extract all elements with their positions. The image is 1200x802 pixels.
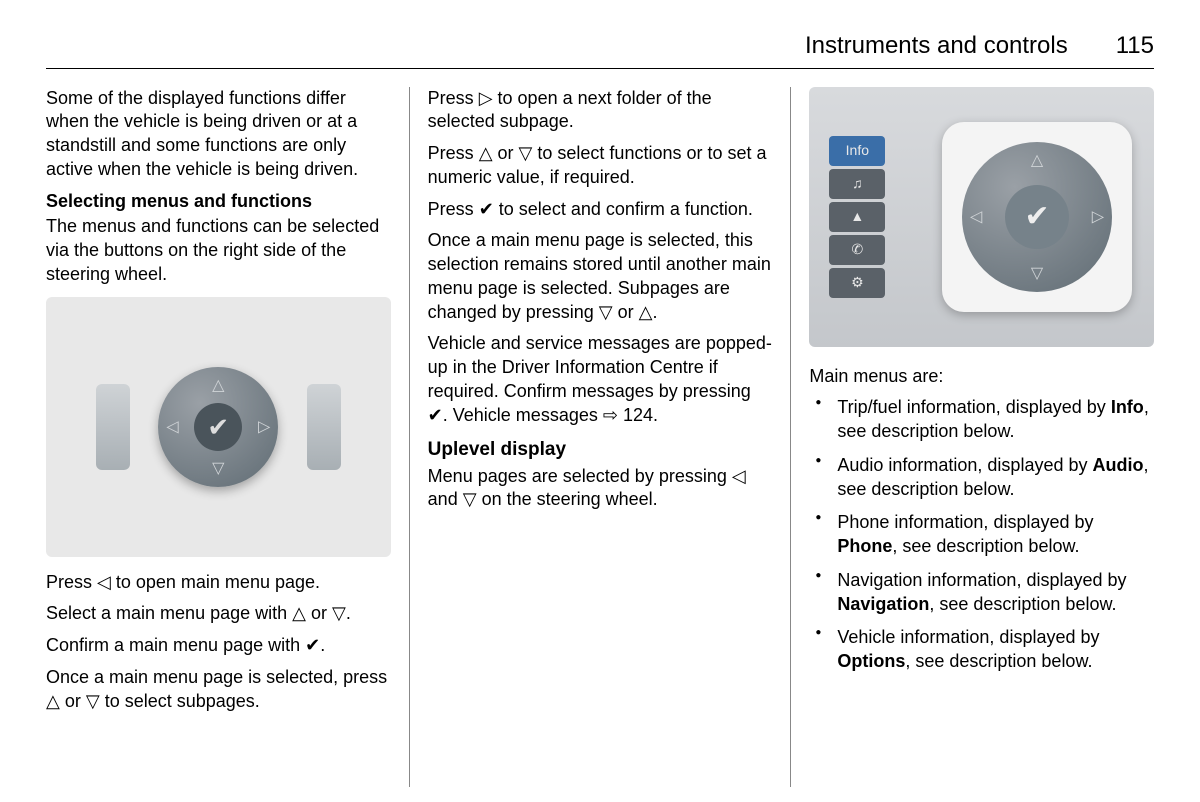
paragraph: The menus and functions can be selected … — [46, 215, 391, 286]
down-arrow-icon: ▽ — [463, 489, 477, 509]
down-arrow-icon: ▽ — [519, 143, 533, 163]
list-item: Audio information, displayed by Audio, s… — [809, 454, 1154, 502]
list-item: Phone information, displayed by Phone, s… — [809, 511, 1154, 559]
list-item: Trip/fuel information, displayed by Info… — [809, 396, 1154, 444]
paragraph: Vehicle and service messages are popped-… — [428, 332, 773, 427]
up-arrow-icon: △ — [639, 302, 653, 322]
side-button-left — [96, 384, 130, 470]
up-arrow-icon: △ — [46, 691, 60, 711]
paragraph: Press ▷ to open a next folder of the sel… — [428, 87, 773, 135]
up-arrow-icon: △ — [479, 143, 493, 163]
column-1: Some of the displayed functions differ w… — [46, 87, 409, 787]
paragraph: Confirm a main menu page with ✔. — [46, 634, 391, 658]
menu-stack: Info ♫ ▲ ✆ ⚙ — [829, 136, 885, 298]
up-arrow-icon: △ — [292, 603, 306, 623]
down-arrow-icon: ▽ — [332, 603, 346, 623]
check-button-icon: ✔ — [1005, 185, 1069, 249]
menu-info: Info — [829, 136, 885, 166]
down-arrow-icon: ▽ — [212, 458, 224, 479]
paragraph: Menu pages are selected by pressing ◁ an… — [428, 465, 773, 513]
content-columns: Some of the displayed functions differ w… — [46, 87, 1154, 787]
paragraph: Press ✔ to select and confirm a function… — [428, 198, 773, 222]
page-number: 115 — [1116, 30, 1154, 62]
up-arrow-icon: △ — [1031, 150, 1043, 171]
up-arrow-icon: △ — [212, 375, 224, 396]
section-title: Instruments and controls — [805, 30, 1068, 62]
paragraph: Main menus are: — [809, 365, 1154, 389]
directional-pad: △ ▽ ◁ ▷ ✔ — [158, 367, 278, 487]
uplevel-display-illustration: Info ♫ ▲ ✆ ⚙ △ ▽ ◁ ▷ ✔ — [809, 87, 1154, 347]
reference-icon: ⇨ — [603, 405, 618, 425]
paragraph: Press △ or ▽ to select functions or to s… — [428, 142, 773, 190]
list-item: Navigation information, displayed by Nav… — [809, 569, 1154, 617]
paragraph: Some of the displayed functions differ w… — [46, 87, 391, 182]
dial-ring: △ ▽ ◁ ▷ ✔ — [962, 142, 1112, 292]
list-item: Vehicle information, displayed by Option… — [809, 626, 1154, 674]
menu-music-icon: ♫ — [829, 169, 885, 199]
paragraph: Once a main menu page is selected, this … — [428, 229, 773, 324]
paragraph: Select a main menu page with △ or ▽. — [46, 602, 391, 626]
check-icon: ✔ — [428, 405, 443, 425]
left-arrow-icon: ◁ — [732, 466, 746, 486]
column-2: Press ▷ to open a next folder of the sel… — [409, 87, 791, 787]
left-arrow-icon: ◁ — [97, 572, 111, 592]
check-icon: ✔ — [305, 635, 320, 655]
menu-phone-icon: ✆ — [829, 235, 885, 265]
paragraph: Press ◁ to open main menu page. — [46, 571, 391, 595]
right-arrow-icon: ▷ — [1092, 206, 1104, 227]
down-arrow-icon: ▽ — [86, 691, 100, 711]
check-button-icon: ✔ — [194, 403, 242, 451]
side-button-right — [307, 384, 341, 470]
paragraph: Once a main menu page is selected, press… — [46, 666, 391, 714]
left-arrow-icon: ◁ — [970, 206, 982, 227]
right-arrow-icon: ▷ — [479, 88, 493, 108]
control-dial: △ ▽ ◁ ▷ ✔ — [942, 122, 1132, 312]
subheading: Uplevel display — [428, 437, 773, 462]
column-3: Info ♫ ▲ ✆ ⚙ △ ▽ ◁ ▷ ✔ Main menus are: T… — [790, 87, 1154, 787]
steering-wheel-illustration: △ ▽ ◁ ▷ ✔ — [46, 297, 391, 557]
check-icon: ✔ — [479, 199, 494, 219]
down-arrow-icon: ▽ — [1031, 263, 1043, 284]
main-menu-list: Trip/fuel information, displayed by Info… — [809, 396, 1154, 674]
left-arrow-icon: ◁ — [166, 416, 178, 437]
menu-nav-icon: ▲ — [829, 202, 885, 232]
page-header: Instruments and controls 115 — [46, 30, 1154, 69]
right-arrow-icon: ▷ — [258, 416, 270, 437]
menu-settings-icon: ⚙ — [829, 268, 885, 298]
down-arrow-icon: ▽ — [599, 302, 613, 322]
subheading: Selecting menus and functions — [46, 190, 391, 214]
